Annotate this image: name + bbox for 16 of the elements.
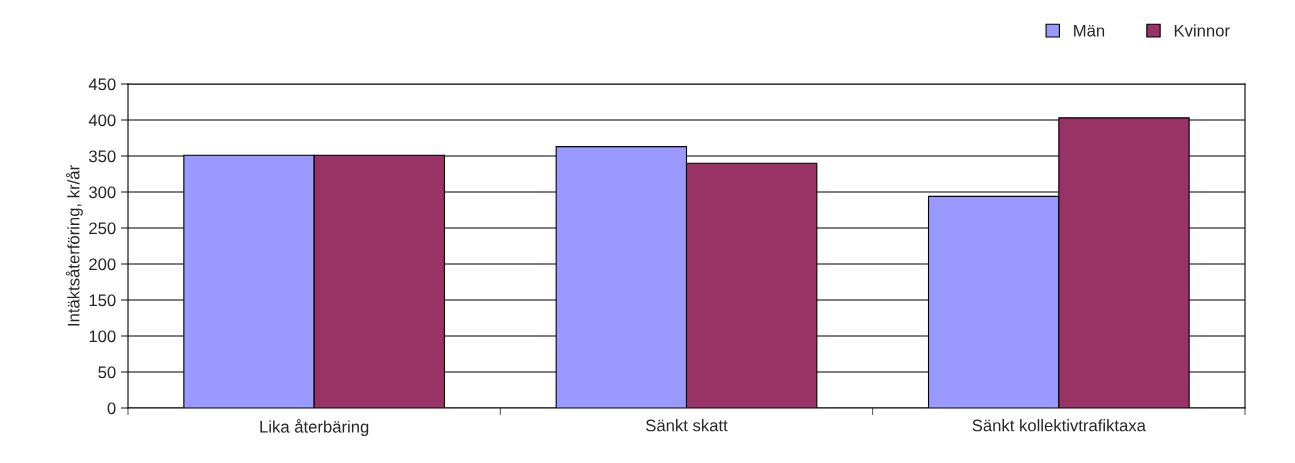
y-tick-label: 350 [89,150,116,163]
x-tick-label: Sänkt skatt [646,419,728,432]
y-tick-label: 50 [98,366,116,379]
y-axis-title: Intäktsåterföring, kr/år [65,165,83,326]
y-tick-label: 250 [89,222,116,235]
y-tick-label: 400 [88,114,116,127]
legend-label: Män [1074,24,1105,37]
y-tick-label: 0 [107,402,116,415]
y-tick-label: 450 [88,78,116,91]
legend-label: Kvinnor [1174,24,1230,37]
x-tick-label: Lika återbäring [260,419,369,436]
y-tick-label: 100 [89,330,116,343]
y-tick-label: 200 [89,258,116,271]
x-tick-label: Sänkt kollektivtrafiktaxa [972,419,1146,432]
y-tick-label: 300 [89,186,116,199]
y-tick-label: 150 [89,294,116,307]
